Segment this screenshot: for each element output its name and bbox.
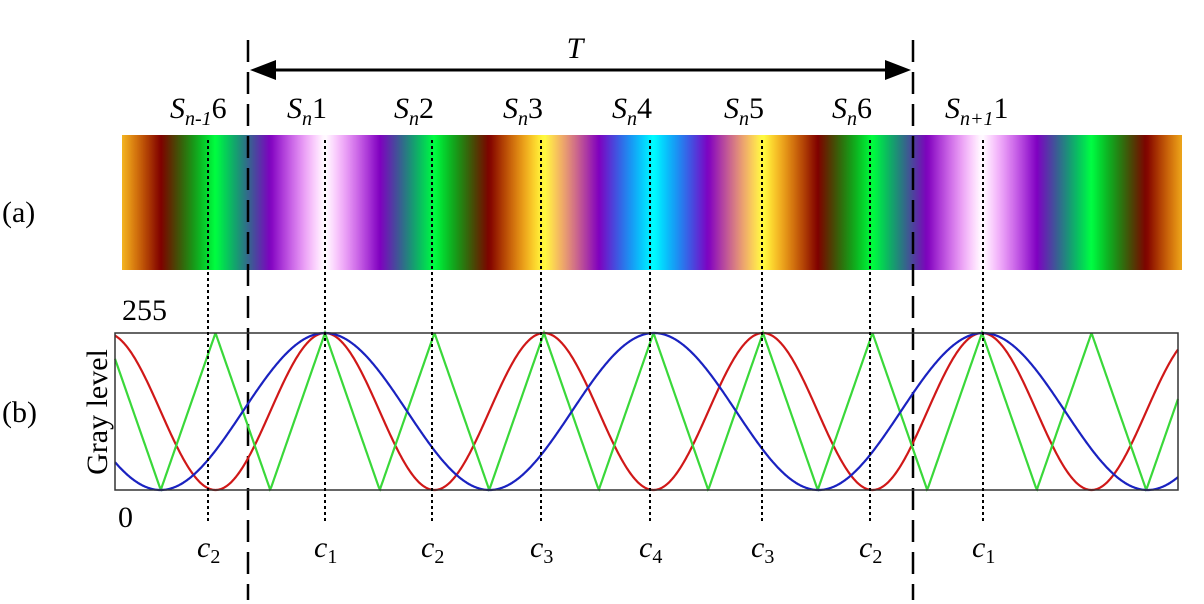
label-letter: c <box>530 531 543 564</box>
code-label: c2 <box>197 531 220 568</box>
code-label: c1 <box>972 531 995 568</box>
label-subscript: n+1 <box>960 108 994 130</box>
label-letter: c <box>972 531 985 564</box>
stripe-label: Sn1 <box>287 92 327 130</box>
color-stripe <box>122 135 1182 270</box>
stripe-label: Sn3 <box>503 92 543 130</box>
label-letter: c <box>639 531 652 564</box>
code-label: c2 <box>859 531 882 568</box>
label-subscript: n <box>302 108 312 130</box>
label-index: 5 <box>749 92 764 125</box>
y-min-label: 0 <box>118 501 133 534</box>
label-letter: c <box>751 531 764 564</box>
code-label: c3 <box>751 531 774 568</box>
stripe-label: Sn+11 <box>945 92 1009 130</box>
label-index: 4 <box>637 92 652 125</box>
signal-curve <box>114 331 1179 492</box>
stripe-label: Sn5 <box>724 92 764 130</box>
label-letter: c <box>197 531 210 564</box>
label-letter: c <box>859 531 872 564</box>
stripe-label: Sn6 <box>832 92 872 130</box>
label-letter: S <box>503 92 518 125</box>
label-subscript: 3 <box>764 546 774 568</box>
label-letter: S <box>394 92 409 125</box>
label-subscript: 2 <box>210 546 220 568</box>
label-letter: c <box>421 531 434 564</box>
label-subscript: n <box>739 108 749 130</box>
guide-lines <box>207 140 984 522</box>
label-subscript: n <box>627 108 637 130</box>
label-letter: S <box>612 92 627 125</box>
y-max-label: 255 <box>122 294 167 327</box>
y-axis-label: Gray level <box>81 349 114 475</box>
stripe-label: Sn4 <box>612 92 652 130</box>
stripe-label: Sn2 <box>394 92 434 130</box>
label-letter: S <box>724 92 739 125</box>
label-subscript: 1 <box>327 546 337 568</box>
label-index: 3 <box>528 92 543 125</box>
code-label: c3 <box>530 531 553 568</box>
curves <box>113 329 1180 492</box>
signal-curve <box>114 331 1179 492</box>
label-subscript: n <box>409 108 419 130</box>
label-index: 2 <box>419 92 434 125</box>
label-letter: c <box>314 531 327 564</box>
label-subscript: n <box>518 108 528 130</box>
label-letter: S <box>170 92 185 125</box>
label-subscript: 1 <box>985 546 995 568</box>
label-index: 6 <box>857 92 872 125</box>
label-letter: S <box>287 92 302 125</box>
label-letter: S <box>832 92 847 125</box>
signal-curve <box>113 329 1180 492</box>
code-label: c2 <box>421 531 444 568</box>
code-label: c4 <box>639 531 662 568</box>
label-subscript: 2 <box>434 546 444 568</box>
panel-label: (b) <box>2 396 37 429</box>
label-subscript: 3 <box>543 546 553 568</box>
label-subscript: 2 <box>872 546 882 568</box>
label-subscript: n-1 <box>185 108 212 130</box>
label-letter: S <box>945 92 960 125</box>
panel-label: (a) <box>2 196 35 229</box>
period-label: T <box>567 32 586 65</box>
label-subscript: 4 <box>652 546 662 568</box>
label-index: 1 <box>994 92 1009 125</box>
arrow-head <box>885 60 911 80</box>
arrow-head <box>250 60 276 80</box>
label-index: 1 <box>312 92 327 125</box>
code-label: c1 <box>314 531 337 568</box>
plot-frame <box>114 332 1179 491</box>
label-index: 6 <box>212 92 227 125</box>
label-subscript: n <box>847 108 857 130</box>
stripe-label: Sn-16 <box>170 92 227 130</box>
